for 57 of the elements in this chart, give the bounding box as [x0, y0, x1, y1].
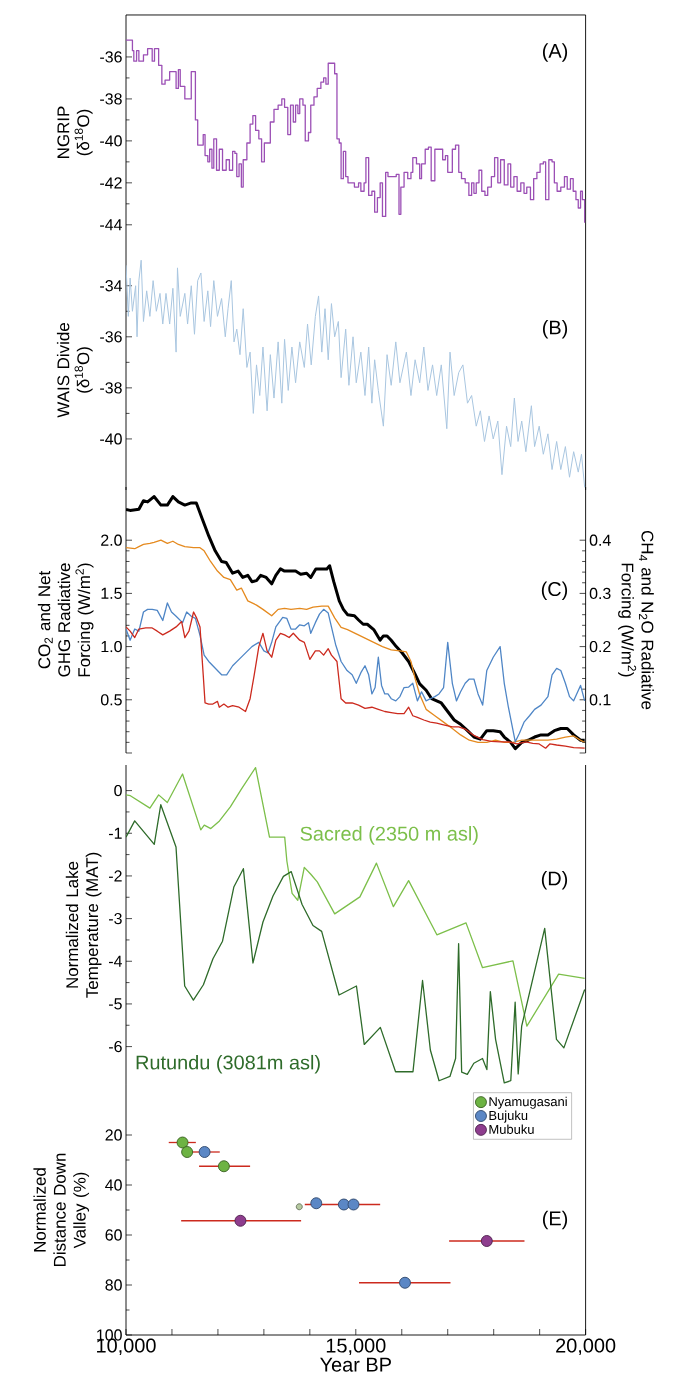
- point: [310, 1197, 323, 1210]
- y-tick-label: -1: [109, 827, 122, 839]
- line-series: [126, 766, 586, 1027]
- y-axis-title: Normalized Lake Temperature (MAT): [65, 852, 102, 998]
- point: [217, 1160, 230, 1173]
- legend-label: Nyamugasani: [489, 1096, 567, 1109]
- y-tick-label: 1.5: [101, 587, 122, 599]
- y-tick-label: -42: [100, 177, 122, 189]
- y-axis-title: Normalized Distance Down Valley (%): [33, 1153, 90, 1267]
- y-tick-label: -3: [109, 912, 122, 925]
- y-tick-label: 60: [105, 1229, 122, 1241]
- annotation: (A): [542, 43, 568, 62]
- y2-tick-label: 0.2: [589, 640, 611, 653]
- annotation: (B): [542, 319, 568, 339]
- y-tick-label: -4: [109, 955, 123, 967]
- y-tick-label: 2.0: [101, 534, 122, 546]
- y-tick-label: 40: [105, 1179, 122, 1191]
- point: [234, 1214, 247, 1227]
- y-tick-label: -6: [109, 1040, 122, 1053]
- line-series: [126, 804, 586, 1084]
- y2-tick-label: 0.3: [589, 587, 611, 600]
- y2-tick-label: 0.4: [589, 534, 611, 546]
- annotation: (C): [541, 581, 568, 601]
- y-tick-label: -5: [109, 998, 122, 1010]
- x-tick-label: 20,000: [556, 1338, 616, 1355]
- y-tick-label: 1.0: [101, 640, 122, 653]
- series-label: Sacred (2350 m asl): [300, 826, 478, 845]
- y-tick-label: -2: [109, 870, 122, 882]
- point: [399, 1276, 411, 1289]
- annotation: (D): [541, 870, 568, 890]
- point: [295, 1203, 303, 1211]
- point: [480, 1235, 493, 1247]
- point: [176, 1136, 189, 1149]
- y-tick-label: -40: [100, 433, 122, 445]
- point: [337, 1198, 350, 1211]
- y-tick-label: -38: [100, 93, 122, 105]
- y-tick-label: -40: [100, 135, 122, 147]
- point: [347, 1198, 360, 1211]
- y2-tick-label: 0.1: [589, 694, 611, 706]
- point: [181, 1146, 194, 1158]
- y-tick-label: -44: [100, 219, 122, 231]
- y-tick-label: -36: [100, 51, 122, 63]
- x-tick-label: 15,000: [326, 1338, 386, 1355]
- annotation: (E): [542, 1210, 568, 1230]
- legend-label: Bujuku: [489, 1110, 528, 1123]
- y-tick-label: -38: [100, 382, 122, 394]
- point: [198, 1146, 211, 1158]
- y-tick-label: 0.5: [100, 694, 122, 706]
- y-tick-label: 20: [105, 1129, 122, 1141]
- legend-label: Mubuku: [489, 1124, 534, 1134]
- y-tick-label: -36: [100, 331, 122, 343]
- y-tick-label: 80: [105, 1279, 122, 1291]
- text: Rutundu (3081m asl): [136, 1054, 320, 1074]
- y-tick-label: -34: [100, 280, 122, 292]
- y-tick-label: 0: [114, 784, 122, 797]
- x-axis-title: Year BP: [320, 1357, 391, 1372]
- line-series: [126, 259, 586, 488]
